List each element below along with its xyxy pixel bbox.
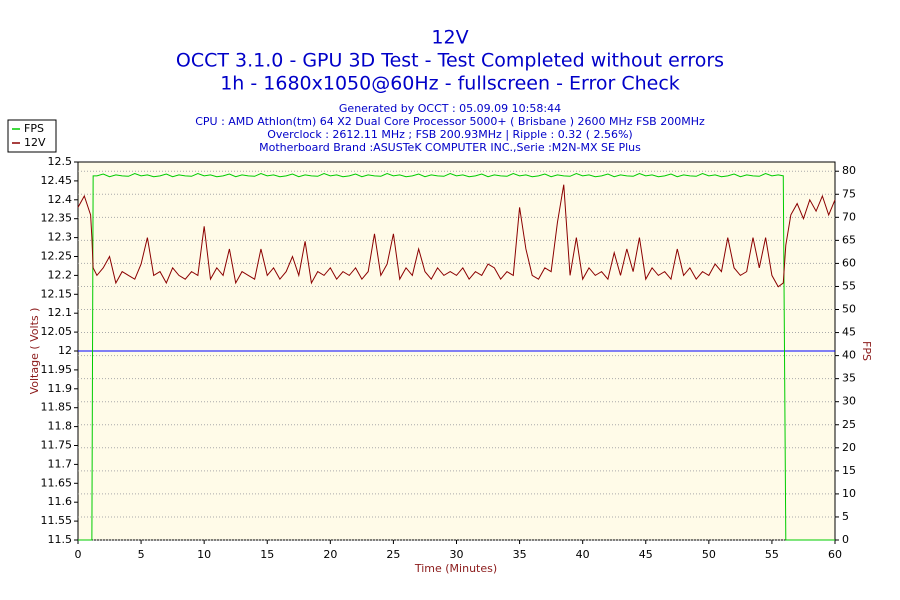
y-tick-label: 11.6 bbox=[48, 495, 73, 508]
legend-label: FPS bbox=[24, 122, 44, 135]
y-tick-label: 12.4 bbox=[48, 193, 73, 206]
x-tick-label: 15 bbox=[260, 548, 274, 561]
series-line bbox=[78, 172, 835, 541]
y2-tick-label: 10 bbox=[842, 487, 856, 500]
x-tick-label: 45 bbox=[639, 548, 653, 561]
y-tick-label: 11.95 bbox=[41, 363, 73, 376]
chart-subtitle: OCCT 3.1.0 - GPU 3D Test - Test Complete… bbox=[176, 50, 724, 72]
y-tick-label: 12.1 bbox=[48, 306, 73, 319]
y-tick-label: 11.5 bbox=[48, 533, 73, 546]
x-tick-label: 55 bbox=[765, 548, 779, 561]
y2-axis-label: FPS bbox=[860, 341, 873, 361]
y2-tick-label: 25 bbox=[842, 418, 856, 431]
y-axis-label: Voltage ( Volts ) bbox=[28, 308, 41, 395]
x-axis-label: Time (Minutes) bbox=[414, 562, 497, 575]
info-line: Generated by OCCT : 05.09.09 10:58:44 bbox=[339, 102, 561, 115]
y2-tick-label: 20 bbox=[842, 441, 856, 454]
x-tick-label: 50 bbox=[702, 548, 716, 561]
y-tick-label: 12.2 bbox=[48, 268, 73, 281]
y-tick-label: 12 bbox=[58, 344, 72, 357]
y-tick-label: 12.5 bbox=[48, 155, 73, 168]
y2-tick-label: 0 bbox=[842, 533, 849, 546]
chart-subtitle: 1h - 1680x1050@60Hz - fullscreen - Error… bbox=[220, 73, 680, 95]
info-line: CPU : AMD Athlon(tm) 64 X2 Dual Core Pro… bbox=[195, 115, 705, 128]
y2-tick-label: 60 bbox=[842, 256, 856, 269]
x-tick-label: 10 bbox=[197, 548, 211, 561]
y2-tick-label: 30 bbox=[842, 395, 856, 408]
y2-tick-label: 65 bbox=[842, 233, 856, 246]
y-tick-label: 12.15 bbox=[41, 287, 73, 300]
x-tick-label: 35 bbox=[513, 548, 527, 561]
y2-tick-label: 45 bbox=[842, 326, 856, 339]
y2-tick-label: 50 bbox=[842, 303, 856, 316]
series-line bbox=[77, 184, 836, 288]
y2-tick-label: 70 bbox=[842, 210, 856, 223]
info-line: Overclock : 2612.11 MHz ; FSB 200.93MHz … bbox=[267, 128, 632, 141]
legend-box bbox=[7, 119, 57, 153]
x-tick-label: 25 bbox=[386, 548, 400, 561]
x-tick-label: 40 bbox=[576, 548, 590, 561]
y-tick-label: 11.7 bbox=[48, 457, 73, 470]
x-tick-label: 5 bbox=[138, 548, 145, 561]
y2-tick-label: 55 bbox=[842, 279, 856, 292]
y-tick-label: 12.05 bbox=[41, 325, 73, 338]
y-tick-label: 11.55 bbox=[41, 514, 73, 527]
y-tick-label: 11.9 bbox=[48, 382, 73, 395]
y-tick-label: 11.85 bbox=[41, 401, 73, 414]
y-tick-label: 11.65 bbox=[41, 476, 73, 489]
y2-tick-label: 35 bbox=[842, 372, 856, 385]
y2-tick-label: 75 bbox=[842, 187, 856, 200]
x-tick-label: 60 bbox=[828, 548, 842, 561]
chart-title: 12V bbox=[431, 27, 468, 49]
x-tick-label: 20 bbox=[323, 548, 337, 561]
x-tick-label: 0 bbox=[75, 548, 82, 561]
y-tick-label: 12.45 bbox=[41, 174, 73, 187]
legend-label: 12V bbox=[24, 136, 46, 149]
y-tick-label: 12.3 bbox=[48, 231, 73, 244]
y2-tick-label: 5 bbox=[842, 510, 849, 523]
info-line: Motherboard Brand :ASUSTeK COMPUTER INC.… bbox=[259, 141, 641, 154]
y-tick-label: 11.8 bbox=[48, 420, 73, 433]
y-tick-label: 12.35 bbox=[41, 212, 73, 225]
y2-tick-label: 80 bbox=[842, 164, 856, 177]
y2-tick-label: 40 bbox=[842, 349, 856, 362]
y-tick-label: 11.75 bbox=[41, 439, 73, 452]
y2-tick-label: 15 bbox=[842, 464, 856, 477]
y-tick-label: 12.25 bbox=[41, 250, 73, 263]
x-tick-label: 30 bbox=[450, 548, 464, 561]
